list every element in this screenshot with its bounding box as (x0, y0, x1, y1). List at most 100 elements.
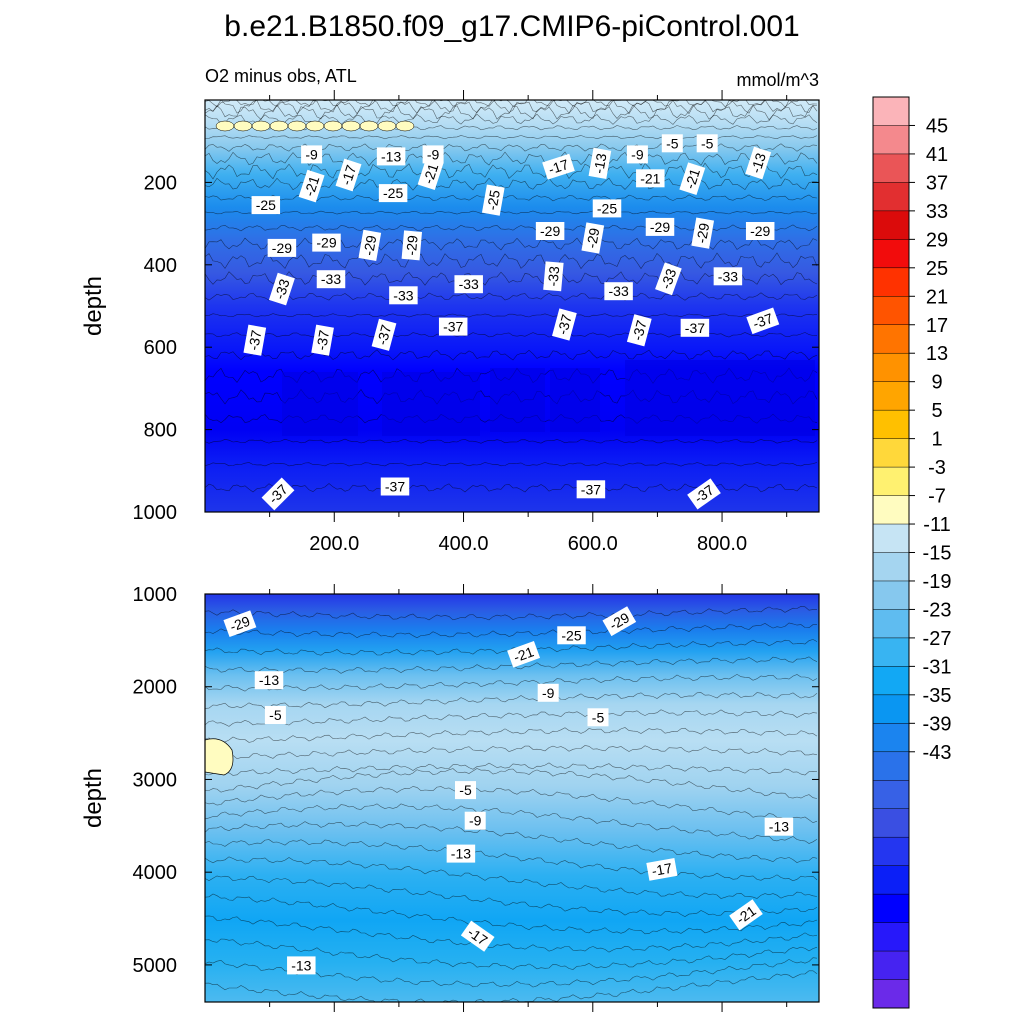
contour-label-text: -29 (228, 613, 253, 635)
contour-label: -25 (592, 199, 622, 218)
colorbar-swatch (873, 410, 909, 440)
contour-label-box (438, 317, 468, 336)
contour-label-box (378, 184, 408, 203)
contour-label-text: -33 (657, 266, 679, 291)
contour-label-text: -5 (459, 782, 472, 798)
lower-panel-frame (204, 593, 820, 1003)
contour-label-box (481, 184, 505, 216)
colorbar-tick-label: -3 (928, 457, 946, 479)
contour-label-text: -29 (403, 234, 421, 256)
contour-label-box (389, 286, 418, 305)
contour-label-text: -25 (561, 627, 581, 643)
contour-line (205, 656, 818, 674)
colorbar-swatch (873, 353, 909, 383)
y-tick-label: 1000 (133, 502, 178, 524)
colorbar-swatch (873, 808, 909, 838)
colorbar-tick-label: 45 (926, 115, 948, 137)
chart-title: b.e21.B1850.f09_g17.CMIP6-piControl.001 (224, 10, 799, 43)
y-tick-label: 1000 (133, 584, 178, 606)
contour-label-text: -17 (546, 156, 570, 178)
contour-label-text: -9 (542, 685, 555, 701)
colorbar-tick-label: -31 (923, 656, 952, 678)
colorbar-tick-label: -43 (923, 742, 952, 764)
contour-label-box (552, 308, 577, 341)
contour-label-box (626, 314, 652, 347)
contour-label: -13 (287, 956, 316, 975)
positive-bias-patch (269, 120, 289, 132)
contour-label-text: -21 (511, 643, 536, 665)
low-value-region (282, 372, 358, 436)
positive-bias-patch (359, 120, 379, 132)
contour-label-box (645, 217, 675, 236)
contour-line (205, 803, 818, 844)
contour-label-text: -21 (301, 174, 323, 198)
contour-label-box (460, 920, 495, 952)
contour-label-text: -33 (393, 287, 413, 303)
contour-label: -29 (401, 230, 423, 261)
lower-contour-lines (205, 605, 818, 1002)
contour-line (205, 100, 818, 108)
contour-label-box (764, 817, 794, 836)
contour-label: -25 (481, 184, 505, 216)
contour-label-box (380, 477, 410, 496)
contour-label: -25 (251, 196, 281, 215)
contour-label-box (223, 610, 257, 638)
contour-label: -37 (438, 317, 468, 336)
contour-label-text: -21 (682, 166, 704, 190)
contour-label-text: -13 (259, 672, 279, 688)
contour-label-box (446, 844, 476, 863)
contour-label-text: -37 (443, 319, 463, 335)
colorbar-swatch (873, 267, 909, 297)
colorbar-tick-label: 21 (926, 286, 948, 308)
colorbar-swatch (873, 324, 909, 354)
contour-line (205, 970, 818, 1002)
contour-label: -13 (376, 147, 406, 166)
contour-label: -25 (378, 184, 408, 203)
contour-label-text: -29 (272, 240, 292, 256)
contour-label-box (581, 222, 605, 254)
contour-label: -29 (267, 238, 297, 257)
contour-label-box (264, 706, 286, 724)
colorbar-swatch (873, 296, 909, 326)
contour-label: -9 (464, 811, 486, 830)
contour-label-text: -13 (381, 148, 401, 164)
contour-line (205, 313, 818, 318)
contour-label: -21 (679, 162, 706, 196)
contour-label-box (335, 158, 362, 192)
contour-label: -37 (746, 307, 780, 335)
colorbar-swatch (873, 922, 909, 952)
positive-bias-patch (287, 120, 307, 132)
contour-label-text: -5 (269, 707, 282, 723)
contour-label: -33 (655, 262, 682, 296)
contour-label-text: -25 (484, 189, 503, 212)
contour-label: -33 (389, 286, 418, 305)
contour-line (205, 462, 818, 467)
contour-label: -37 (243, 324, 267, 356)
contour-label-text: -5 (666, 135, 679, 151)
positive-bias-patch (305, 120, 325, 132)
contour-line (205, 237, 818, 251)
contour-label-text: -37 (581, 481, 601, 497)
contour-label-text: -13 (451, 846, 471, 862)
colorbar-swatch (873, 865, 909, 895)
contour-label-text: -29 (750, 223, 770, 239)
lower-contour-labels: -29-25-29-21-13-9-5 -5-5-9-13-13-17-17-21… (223, 606, 794, 975)
contour-label: -29 (535, 222, 565, 240)
contour-label-text: -37 (245, 329, 264, 352)
colorbar-swatch (873, 979, 909, 1009)
contour-line (205, 839, 818, 882)
x-tick-label: 800.0 (697, 533, 747, 555)
contour-label-box (268, 272, 295, 306)
colorbar-swatch (873, 637, 909, 667)
contour-line (205, 224, 818, 232)
contour-label-box (592, 199, 622, 218)
contour-label-text: -25 (597, 200, 617, 216)
y-tick-label: 400 (144, 255, 177, 277)
upper-contour-lines (205, 100, 818, 493)
contour-label-box (417, 157, 444, 191)
colorbar-swatch (873, 694, 909, 724)
colorbar-swatch (873, 780, 909, 810)
colorbar-swatch (873, 495, 909, 525)
lower-y-axis: 1000 2000 3000 4000 5000 (133, 584, 819, 977)
contour-label: -37 (626, 314, 652, 347)
